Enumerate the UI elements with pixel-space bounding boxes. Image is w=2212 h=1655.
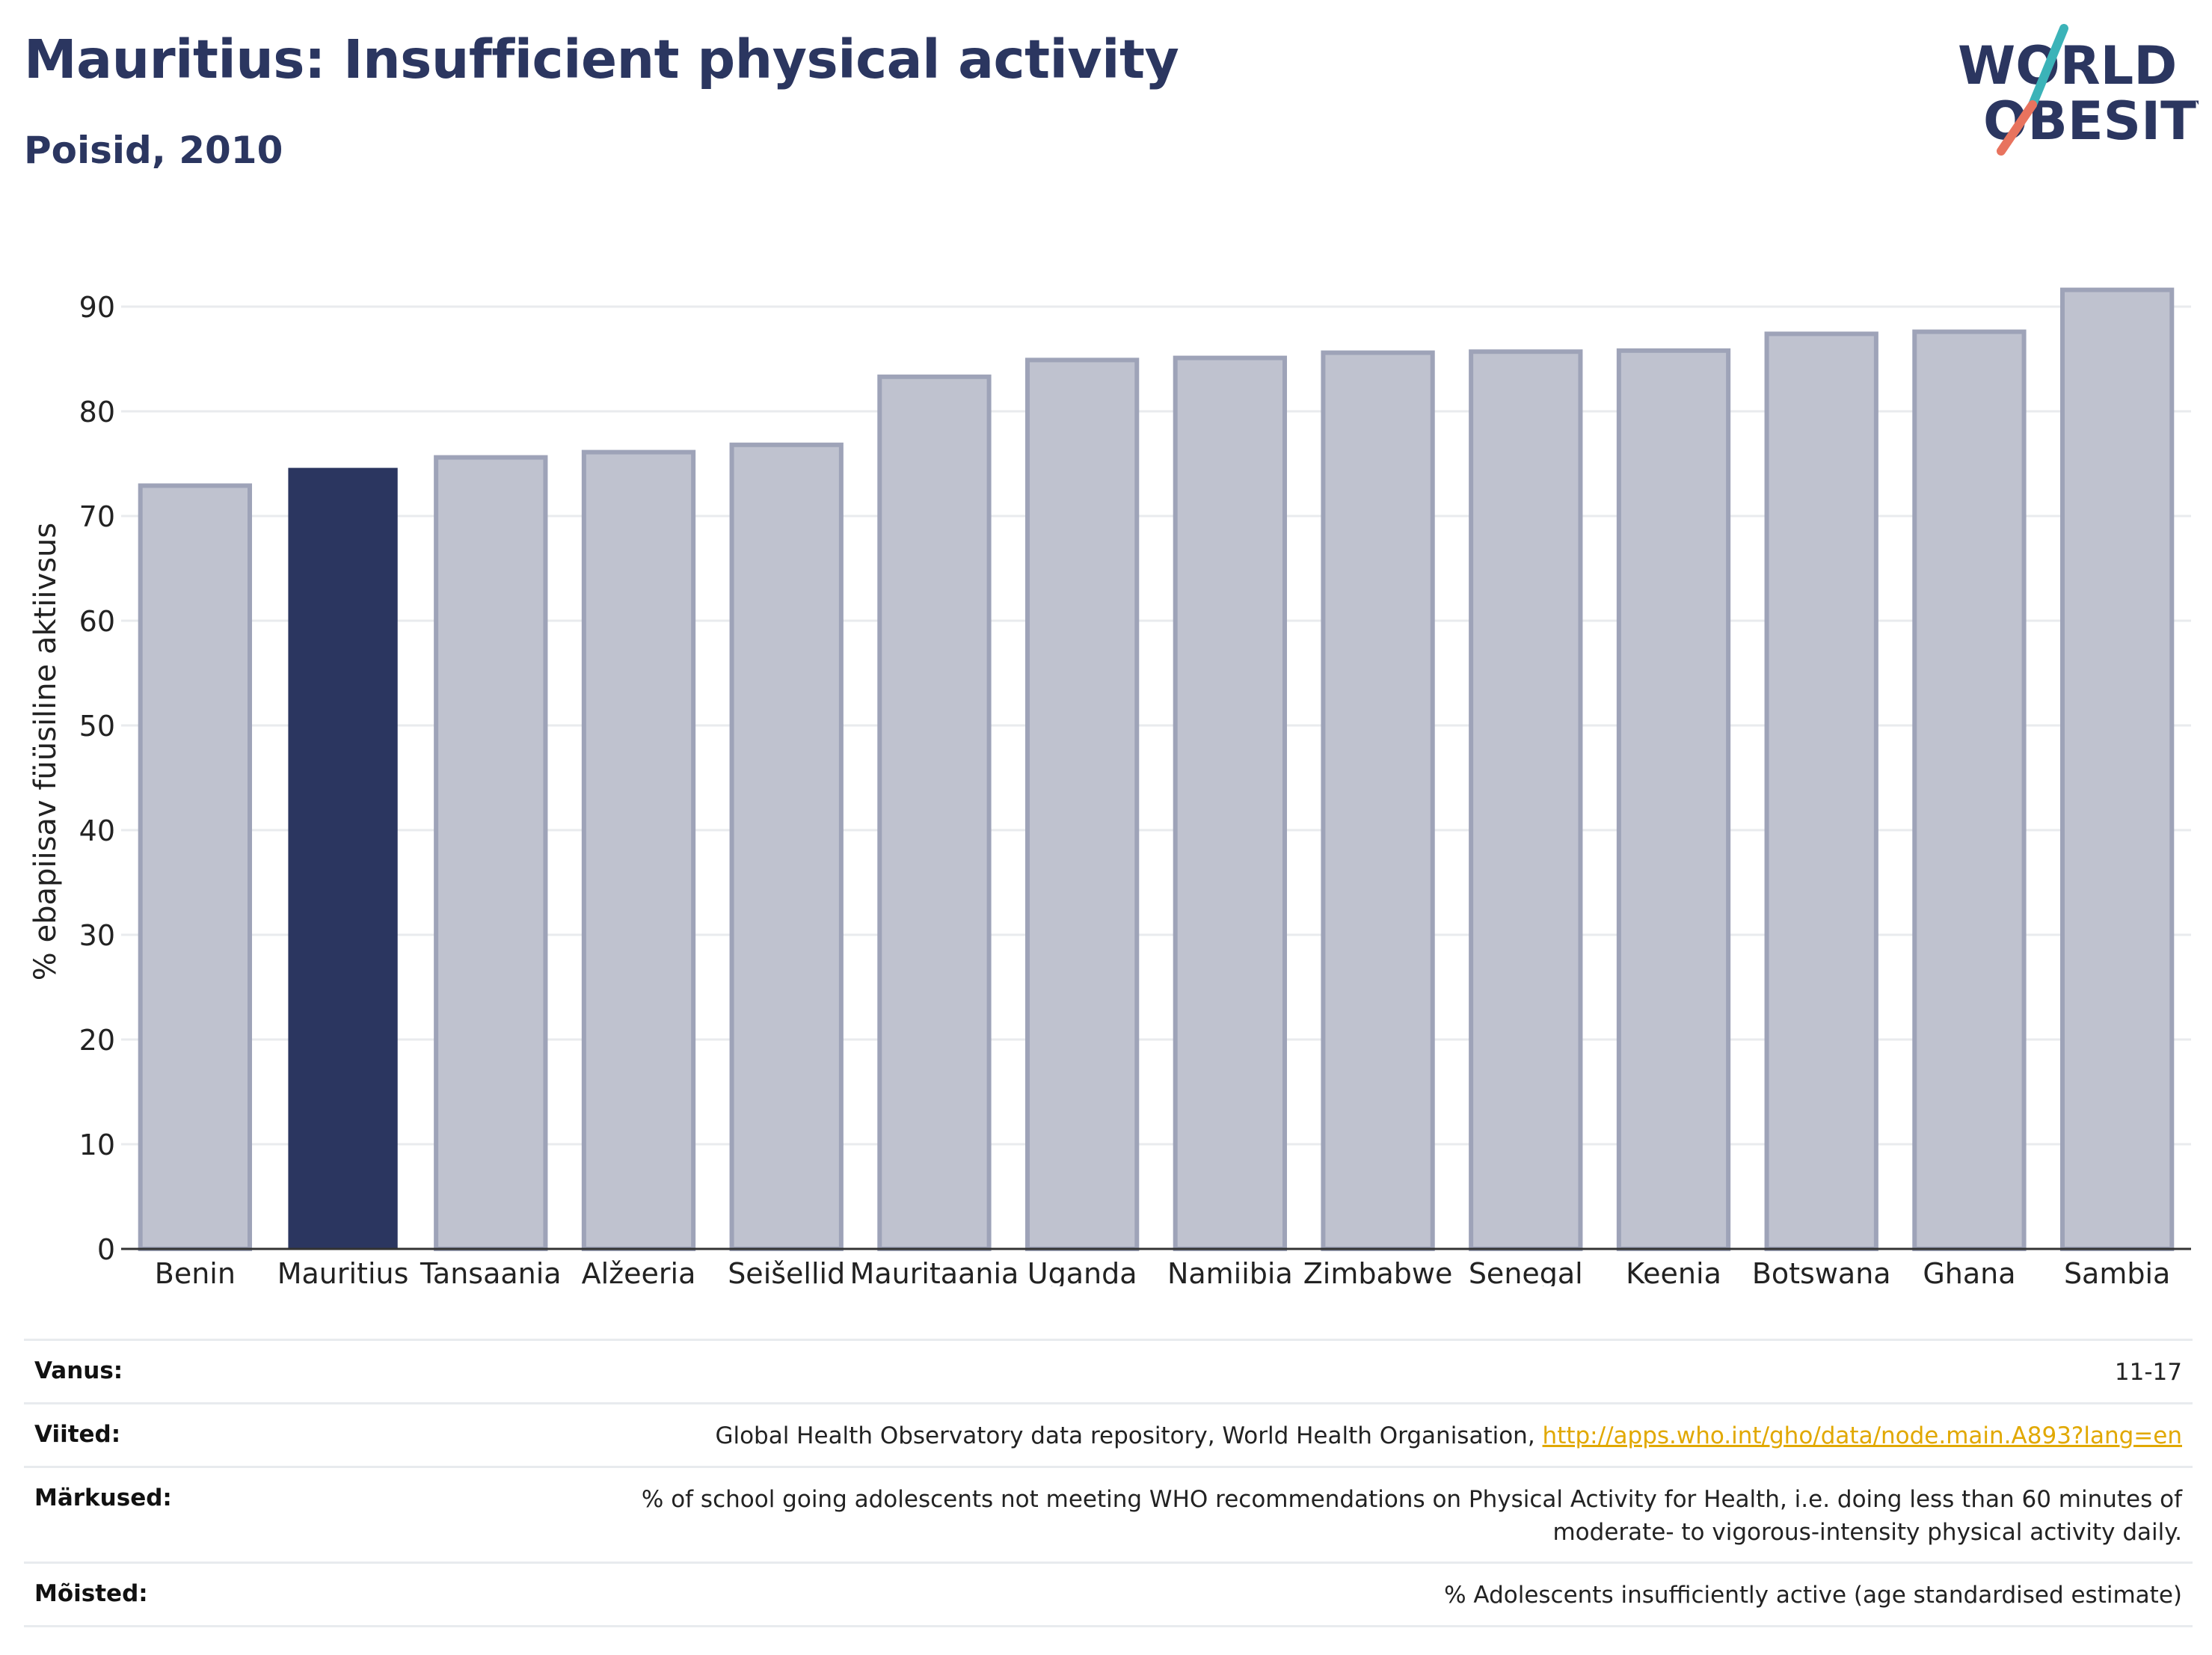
x-tick-label: Ghana: [1923, 1257, 2015, 1286]
x-tick-label: Mauritius: [277, 1257, 409, 1286]
y-tick-label: 30: [79, 919, 115, 952]
y-axis-label: % ebapiisav füüsiline aktiivsus: [28, 523, 63, 981]
bar-tansaania: [434, 455, 548, 1252]
y-tick-label: 0: [97, 1233, 115, 1266]
meta-label-refs: Viited:: [34, 1421, 121, 1448]
x-tick-label: Namiibia: [1167, 1257, 1293, 1286]
y-axis-ticks: 0 10 20 30 40 50 60 70 80 90: [79, 291, 115, 1266]
x-tick-label: Senegal: [1469, 1257, 1583, 1286]
logo-text-obesity: OBESITY: [1983, 90, 2199, 152]
y-tick-label: 50: [79, 710, 115, 743]
bar-seišellid: [729, 442, 844, 1251]
logo-slash-teal: [2028, 24, 2068, 109]
y-tick-label: 80: [79, 396, 115, 429]
bar-uganda: [1024, 357, 1140, 1251]
bar-sambia: [2059, 287, 2175, 1252]
x-tick-label: Zimbabwe: [1303, 1257, 1453, 1286]
meta-row-defs: Mõisted: % Adolescents insufficiently ac…: [24, 1562, 2193, 1627]
grid-lines: [121, 305, 2191, 1250]
bar-mauritaania: [877, 374, 992, 1251]
chart-title: Mauritius: Insufficient physical activit…: [24, 28, 1179, 90]
bar-ghana: [1912, 329, 2027, 1252]
logo-slash-coral: [1997, 100, 2037, 156]
x-tick-label: Uganda: [1027, 1257, 1137, 1286]
meta-notes-line1: % of school going adolescents not meetin…: [641, 1486, 2182, 1513]
y-tick-label: 20: [79, 1024, 115, 1057]
bar-alžeeria: [581, 449, 696, 1252]
x-axis-ticks: Benin Mauritius Tansaania Alžeeria Seišellid…: [155, 1257, 2171, 1286]
x-tick-label: Seišellid: [728, 1257, 845, 1286]
bar-zimbabwe: [1321, 350, 1435, 1252]
x-tick-label: Botswana: [1752, 1257, 1891, 1286]
meta-refs-link[interactable]: http://apps.who.int/gho/data/node.main.A…: [1542, 1422, 2182, 1449]
y-tick-label: 10: [79, 1129, 115, 1161]
bar-chart: 0 10 20 30 40 50 60 70 80 90 Benin Mauritius Tansaa…: [28, 287, 2191, 1286]
meta-notes-line2: moderate- to vigorous-intensity physical…: [1552, 1519, 2182, 1546]
bar-senegal: [1469, 349, 1583, 1252]
meta-value-defs: % Adolescents insufficiently active (age…: [1444, 1582, 2182, 1609]
y-tick-label: 70: [79, 500, 115, 533]
meta-value-notes: % of school going adolescents not meetin…: [642, 1483, 2182, 1549]
meta-value-age: 11-17: [2114, 1359, 2182, 1386]
y-tick-label: 90: [79, 291, 115, 324]
meta-label-notes: Märkused:: [34, 1484, 172, 1511]
meta-label-defs: Mõisted:: [34, 1580, 148, 1607]
meta-row-age: Vanus: 11-17: [24, 1339, 2193, 1402]
metadata-table: Vanus: 11-17 Viited: Global Health Obser…: [24, 1339, 2193, 1627]
x-tick-label: Tansaania: [420, 1257, 562, 1286]
bar-keenia: [1616, 348, 1731, 1251]
x-tick-label: Sambia: [2064, 1257, 2170, 1286]
y-tick-label: 60: [79, 605, 115, 638]
meta-value-refs: Global Health Observatory data repositor…: [715, 1419, 2182, 1452]
x-tick-label: Benin: [155, 1257, 236, 1286]
x-tick-label: Alžeeria: [582, 1257, 696, 1286]
meta-label-age: Vanus:: [34, 1357, 123, 1384]
chart-subtitle: Poisid, 2010: [24, 129, 283, 172]
x-tick-label: Keenia: [1626, 1257, 1721, 1286]
logo-text-world: WORLD: [1958, 35, 2177, 96]
x-tick-label: Mauritaania: [850, 1257, 1019, 1286]
bar-botswana: [1764, 331, 1878, 1251]
meta-refs-source: Global Health Observatory data repositor…: [715, 1422, 1543, 1449]
meta-row-notes: Märkused: % of school going adolescents …: [24, 1466, 2193, 1562]
world-obesity-logo: WORLD OBESITY: [1958, 24, 2199, 156]
y-tick-label: 40: [79, 814, 115, 847]
bars: [138, 287, 2175, 1252]
meta-row-refs: Viited: Global Health Observatory data r…: [24, 1402, 2193, 1466]
bar-mauritius: [288, 467, 398, 1249]
bar-namiibia: [1173, 355, 1288, 1252]
bar-benin: [138, 483, 253, 1251]
